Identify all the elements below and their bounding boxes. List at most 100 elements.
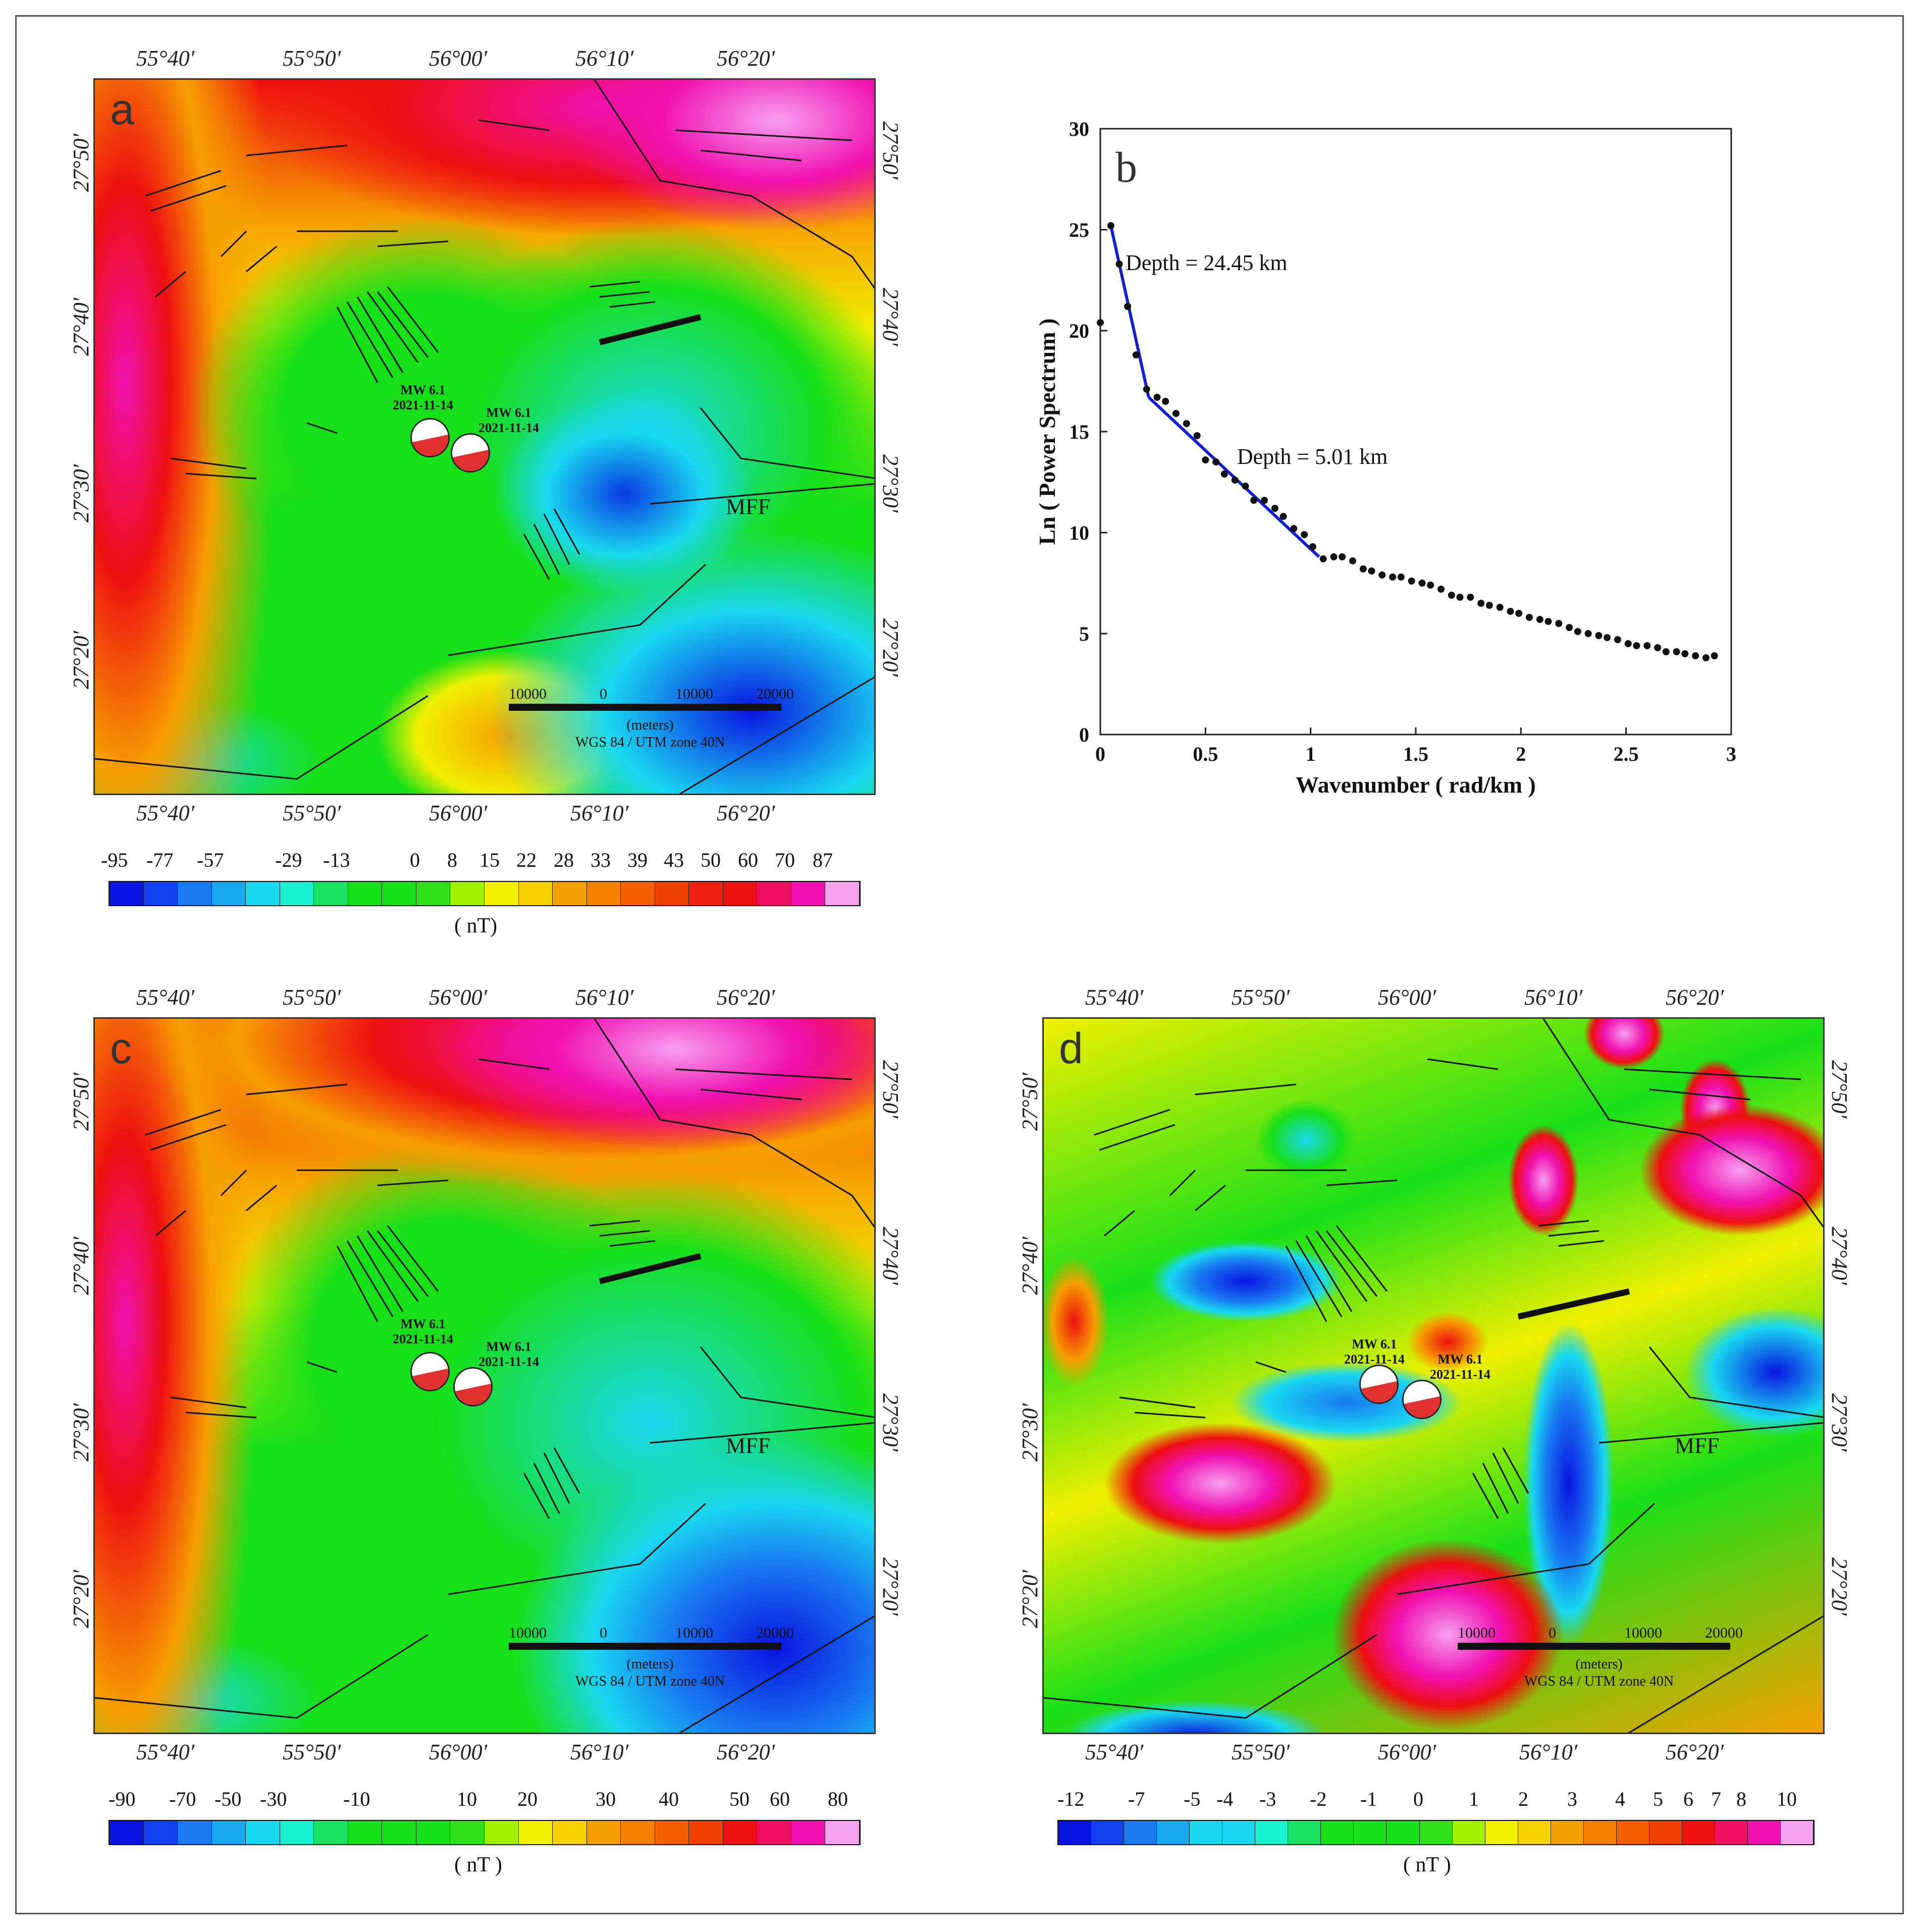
- spectrum-point: [1662, 648, 1670, 655]
- spectrum-point: [1097, 319, 1104, 326]
- quake-magnitude: MW 6.1: [1352, 1337, 1397, 1351]
- lon-label: 56°20′: [717, 985, 775, 1010]
- spectrum-point: [1477, 600, 1485, 607]
- scale-number: 10000: [675, 686, 713, 702]
- scale-unit: (meters): [626, 1656, 674, 1672]
- colorbar-tick: -57: [197, 849, 224, 871]
- spectrum-point: [1250, 497, 1258, 504]
- scale-bar-line: [509, 1643, 781, 1650]
- colorbar-tick: 8: [447, 849, 457, 871]
- spectrum-point: [1319, 555, 1327, 562]
- spectrum-point: [1515, 610, 1523, 617]
- quake-magnitude: MW 6.1: [1437, 1352, 1483, 1367]
- spectrum-point: [1654, 644, 1662, 651]
- beachball-icon[interactable]: [1402, 1380, 1442, 1419]
- y-tick-label: 20: [1069, 320, 1089, 342]
- lon-label: 56°00′: [1378, 985, 1436, 1010]
- colorbar-a: [109, 881, 861, 906]
- spectrum-point: [1437, 586, 1445, 593]
- lon-label: 56°20′: [1666, 985, 1724, 1010]
- quake-label-1: MW 6.1 2021-11-14: [393, 1317, 453, 1347]
- colorbar-tick: -13: [323, 849, 350, 871]
- spectrum-point: [1339, 553, 1346, 560]
- colorbar-tick: 43: [664, 849, 684, 871]
- map-a: a MW 6.1 2021-11-14 MW 6.1 2021-11-14 MF…: [93, 78, 876, 795]
- spectrum-point: [1172, 410, 1180, 417]
- beachball-icon[interactable]: [410, 1352, 450, 1391]
- beachball-icon[interactable]: [451, 433, 490, 473]
- map-c: c MW 6.1 2021-11-14 MW 6.1 2021-11-14 MF…: [93, 1017, 876, 1734]
- lat-label: 27°50′: [878, 1060, 903, 1119]
- spectrum-point: [1261, 497, 1268, 504]
- lon-label: 56°10′: [575, 985, 634, 1010]
- colorbar-tick: 33: [591, 849, 611, 871]
- scale-number: 0: [600, 686, 607, 702]
- lat-label: 27°50′: [69, 133, 93, 192]
- spectrum-point: [1397, 573, 1405, 581]
- lon-label: 56°20′: [717, 801, 775, 825]
- fault-lines-d: [1044, 1019, 1823, 1733]
- scale-caption: (meters) WGS 84 / UTM zone 40N: [539, 717, 761, 751]
- scale-unit: (meters): [626, 717, 674, 733]
- spectrum-point: [1507, 608, 1514, 615]
- colorbar-d: [1057, 1820, 1815, 1845]
- x-axis-label: Wavenumber ( rad/km ): [1296, 772, 1536, 798]
- colorbar-tick: 50: [701, 849, 721, 871]
- depth-annotation-shallow: Depth = 5.01 km: [1237, 444, 1388, 469]
- lon-label: 56°00′: [429, 801, 488, 825]
- colorbar-tick: -2: [1310, 1788, 1327, 1810]
- quake-date: 2021-11-14: [393, 1332, 453, 1346]
- colorbar-tick: 80: [828, 1788, 848, 1810]
- colorbar-tick: 87: [813, 849, 833, 871]
- lat-label: 27°30′: [69, 1403, 93, 1461]
- spectrum-point: [1389, 573, 1397, 581]
- lon-label: 56°10′: [1524, 985, 1583, 1010]
- quake-magnitude: MW 6.1: [400, 1317, 446, 1331]
- fault-label-mff: MFF: [726, 1433, 771, 1458]
- scale-number: 10000: [675, 1625, 713, 1641]
- beachball-icon[interactable]: [1359, 1365, 1399, 1404]
- colorbar-tick: -3: [1259, 1788, 1276, 1810]
- scale-number: 10000: [1458, 1625, 1496, 1641]
- lat-label: 27°40′: [878, 288, 903, 346]
- scale-number: 10000: [1624, 1625, 1662, 1641]
- spectrum-point: [1544, 618, 1552, 625]
- spectrum-point: [1183, 420, 1190, 427]
- scale-number: 10000: [509, 1625, 547, 1641]
- fault-lines-a: [95, 80, 874, 794]
- beachball-icon[interactable]: [410, 418, 450, 457]
- lat-label: 27°20′: [1018, 1570, 1042, 1628]
- spectrum-point: [1624, 640, 1632, 647]
- lon-label: 56°20′: [1666, 1740, 1724, 1764]
- lon-label: 56°10′: [1519, 1740, 1578, 1764]
- lat-label: 27°50′: [878, 121, 903, 180]
- lon-label: 55°40′: [1085, 985, 1144, 1010]
- colorbar-tick: 40: [659, 1788, 679, 1810]
- spectrum-point: [1681, 650, 1689, 657]
- beachball-icon[interactable]: [453, 1367, 493, 1406]
- chart-plot-area: [1099, 128, 1732, 736]
- x-tick-label: 2.5: [1614, 743, 1639, 765]
- lat-label: 27°40′: [1827, 1227, 1852, 1285]
- scale-number: 0: [600, 1625, 607, 1641]
- colorbar-tick: 0: [1413, 1788, 1423, 1810]
- spectrum-point: [1467, 594, 1474, 601]
- colorbar-tick: 1: [1469, 1788, 1479, 1810]
- spectrum-point: [1692, 652, 1699, 659]
- lat-label: 27°40′: [1018, 1236, 1042, 1295]
- spectrum-point: [1202, 456, 1209, 463]
- colorbar-tick: 22: [516, 849, 537, 871]
- panel-letter-d: d: [1059, 1024, 1083, 1073]
- spectrum-point: [1485, 602, 1493, 609]
- fault-label-mff: MFF: [726, 494, 771, 519]
- quake-date: 2021-11-14: [478, 1354, 539, 1369]
- lon-label: 56°00′: [429, 1740, 488, 1764]
- panel-letter-a: a: [110, 85, 134, 134]
- spectrum-point: [1408, 578, 1415, 585]
- spectrum-point: [1349, 557, 1356, 564]
- spectrum-point: [1271, 505, 1278, 512]
- colorbar-tick: 39: [627, 849, 648, 871]
- spectrum-point: [1614, 636, 1621, 643]
- y-tick-label: 5: [1079, 622, 1089, 645]
- spectrum-point: [1555, 620, 1563, 627]
